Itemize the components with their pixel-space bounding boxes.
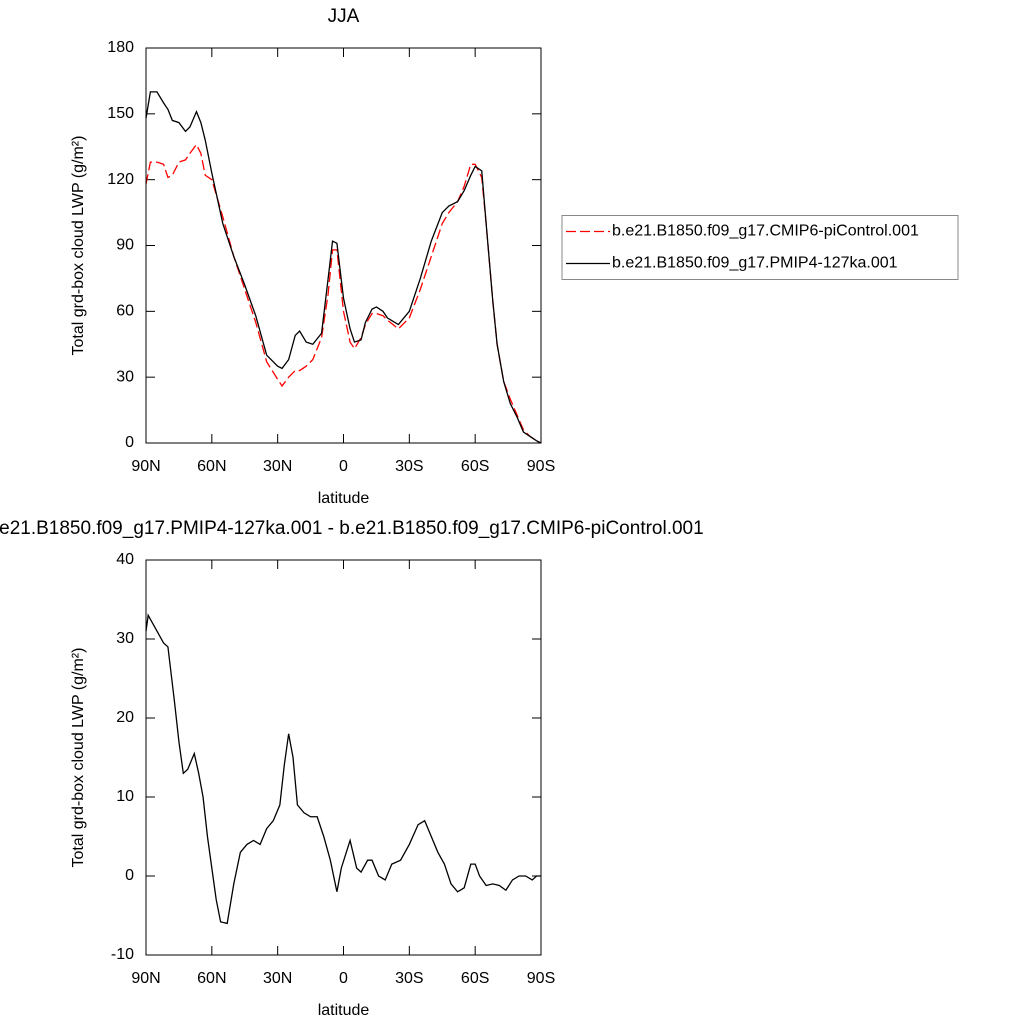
x-tick-label: 0	[339, 970, 348, 987]
x-tick-label: 90S	[527, 970, 555, 987]
x-tick-label: 30S	[395, 458, 423, 475]
data-line	[145, 613, 541, 925]
x-tick-label: 60S	[461, 458, 489, 475]
y-tick-label: 0	[125, 867, 134, 884]
y-tick-label: 30	[116, 630, 134, 647]
y-tick-label: 60	[116, 303, 134, 320]
y-tick-label: 180	[107, 39, 134, 56]
x-tick-label: 90N	[131, 970, 160, 987]
x-tick-label: 60N	[197, 970, 226, 987]
legend-label: b.e21.B1850.f09_g17.CMIP6-piControl.001	[612, 223, 919, 240]
x-tick-label: 30S	[395, 970, 423, 987]
plot-frame	[145, 559, 542, 956]
y-tick-label: 150	[107, 105, 134, 122]
y-tick-label: 40	[116, 551, 134, 568]
x-tick-label: 60N	[197, 458, 226, 475]
y-tick-label: 30	[116, 368, 134, 385]
legend-label: b.e21.B1850.f09_g17.PMIP4-127ka.001	[612, 255, 898, 272]
legend-box	[561, 215, 959, 280]
chart-title: JJA	[328, 6, 360, 27]
x-axis-label: latitude	[318, 1002, 370, 1019]
y-tick-label: 120	[107, 171, 134, 188]
x-tick-label: 30N	[263, 970, 292, 987]
x-tick-label: 0	[339, 458, 348, 475]
plot-frame	[145, 47, 542, 444]
y-tick-label: 10	[116, 788, 134, 805]
y-tick-label: -10	[111, 946, 134, 963]
y-tick-label: 20	[116, 709, 134, 726]
y-tick-label: 0	[125, 434, 134, 451]
x-tick-label: 90S	[527, 458, 555, 475]
x-tick-label: 60S	[461, 970, 489, 987]
y-axis-label: Total grd-box cloud LWP (g/m²)	[70, 136, 87, 356]
x-axis-label: latitude	[318, 490, 370, 507]
y-tick-label: 90	[116, 237, 134, 254]
x-tick-label: 30N	[263, 458, 292, 475]
chart-title: b.e21.B1850.f09_g17.PMIP4-127ka.001 - b.…	[0, 518, 704, 539]
y-axis-label: Total grd-box cloud LWP (g/m²)	[70, 648, 87, 868]
x-tick-label: 90N	[131, 458, 160, 475]
data-line	[145, 91, 542, 444]
